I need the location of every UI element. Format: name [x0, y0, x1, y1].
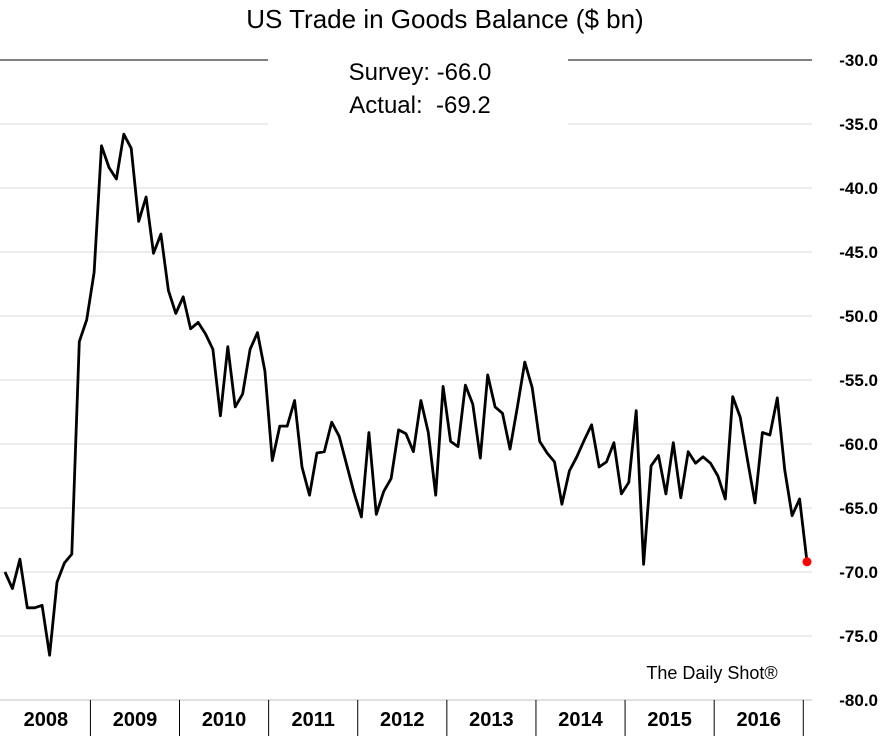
source-label: The Daily Shot®: [646, 663, 777, 683]
survey-annotation: Survey: -66.0: [349, 59, 492, 86]
x-tick-label: 2012: [380, 709, 425, 731]
actual-annotation: Actual: -69.2: [349, 92, 490, 119]
y-axis: -30.0 -35.0 -40.0 -45.0 -50.0 -55.0 -60.0 -65.0…: [839, 51, 878, 710]
y-tick-label: -55.0: [839, 371, 878, 390]
x-tick-label: 2010: [202, 709, 247, 731]
y-tick-label: -50.0: [839, 307, 878, 326]
x-tick-label: 2015: [647, 709, 692, 731]
y-tick-label: -75.0: [839, 627, 878, 646]
series-layer: [3, 132, 812, 657]
y-tick-label: -60.0: [839, 435, 878, 454]
y-tick-label: -40.0: [839, 179, 878, 198]
latest-point-marker: [802, 557, 812, 567]
x-tick-label: 2014: [558, 709, 603, 731]
x-tick-label: 2008: [24, 709, 69, 731]
y-tick-label: -45.0: [839, 243, 878, 262]
y-tick-label: -80.0: [839, 691, 878, 710]
y-tick-label: -70.0: [839, 563, 878, 582]
y-tick-label: -35.0: [839, 115, 878, 134]
y-tick-label: -65.0: [839, 499, 878, 518]
x-tick-label: 2009: [113, 709, 158, 731]
annotation-box: [268, 44, 568, 126]
x-axis: 2008 2009 2010 2011 2012 2013 2014 2015 2016: [0, 699, 812, 736]
x-tick-label: 2011: [291, 709, 334, 731]
x-tick-label: 2013: [469, 709, 514, 731]
trade-balance-line: [3, 132, 809, 657]
x-tick-label: 2016: [736, 709, 781, 731]
y-tick-label: -30.0: [839, 51, 878, 70]
chart-title: US Trade in Goods Balance ($ bn): [246, 4, 643, 34]
